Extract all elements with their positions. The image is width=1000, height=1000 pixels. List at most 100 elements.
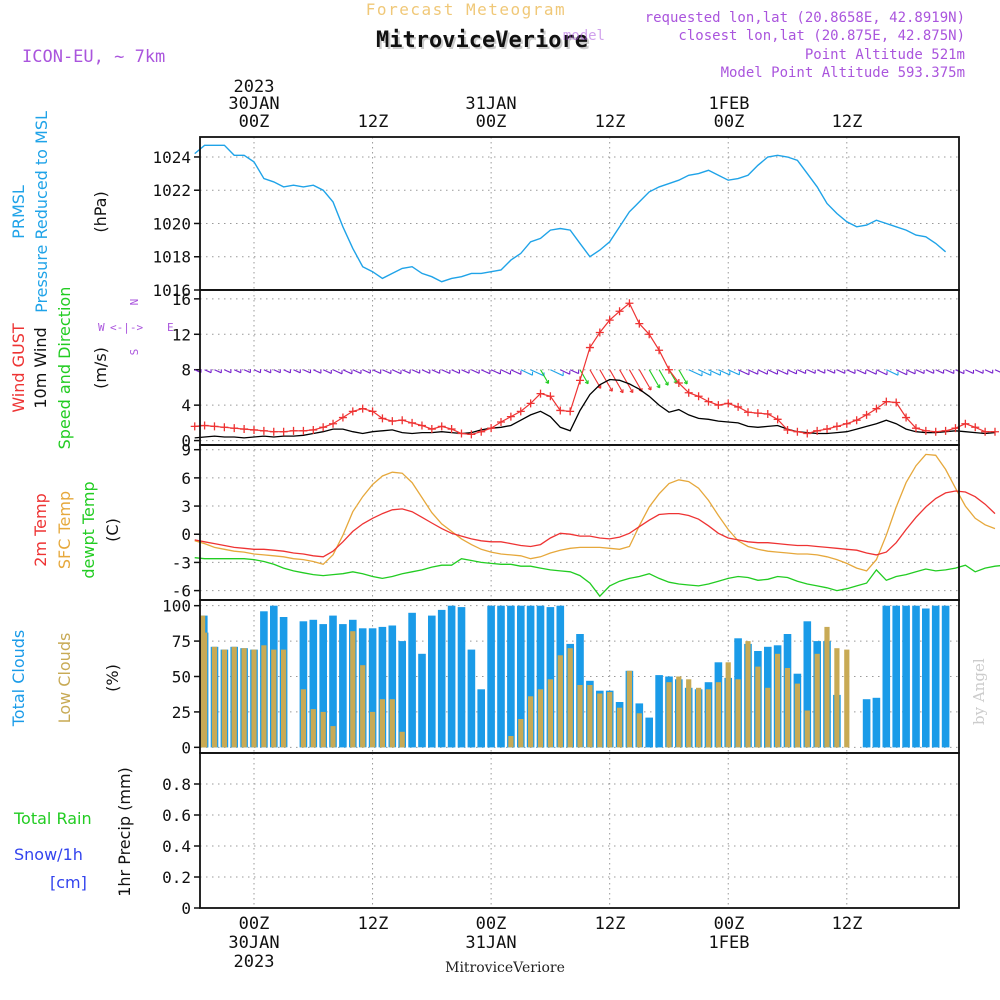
wind-gust-marker-0	[190, 422, 199, 431]
wind-gust-marker-30	[487, 424, 496, 433]
total-clouds-bar-34	[526, 605, 535, 748]
low-clouds-bar-32	[508, 736, 514, 748]
wind-gust-marker-43	[615, 307, 624, 316]
wind-direction-arrow-20	[392, 369, 402, 375]
wind-gust-marker-40	[585, 343, 594, 352]
low-clouds-bar-49	[676, 676, 682, 748]
clouds-unit: (%)	[103, 664, 122, 692]
wind-direction-arrow-66	[846, 369, 856, 374]
wind-gust-marker-35	[536, 389, 545, 398]
forecast-title: Forecast Meteogram	[366, 0, 566, 19]
low-clouds-bar-53	[715, 682, 721, 748]
wind-direction-arrow-4	[233, 369, 242, 374]
clouds-ytick-label-3: 75	[172, 632, 191, 651]
wind-direction-arrow-1	[204, 369, 212, 374]
snow-label: Snow/1h	[14, 845, 83, 864]
low-clouds-bar-8	[271, 649, 277, 748]
low-clouds-bar-14	[330, 726, 336, 748]
precip-grid	[194, 753, 959, 909]
compass-west: W	[98, 321, 105, 334]
total-clouds-bar-76	[941, 605, 950, 748]
low-clouds-bar-61	[794, 683, 800, 748]
wind-gust-marker-57	[753, 409, 762, 418]
location-title: MitroviceVeriore	[376, 28, 588, 53]
credit-watermark: by Angel	[970, 658, 988, 725]
wind-gust-marker-49	[674, 379, 683, 387]
wind-gust-marker-33	[516, 407, 525, 416]
wind-gust-marker-2	[210, 422, 219, 431]
wind-gust-marker-34	[526, 399, 535, 408]
low-clouds-bar-44	[626, 670, 632, 748]
wind-direction-arrow-38	[569, 369, 580, 375]
clouds-ytick-label-4: 100	[162, 597, 191, 616]
wind-frame	[199, 289, 960, 446]
temperature-ytick-label-1: -3	[172, 553, 191, 572]
temperature-panel: 2m Temp SFC Temp dewpt Temp (C) -6 -3 0 3 6 9	[31, 441, 1000, 601]
compass-east: E	[167, 321, 174, 334]
wind-direction-arrow-60	[787, 369, 798, 375]
wind-gust-marker-24	[427, 425, 436, 434]
top-day-label-2: 31JAN	[465, 94, 516, 114]
wind-direction-arrow-44	[628, 369, 643, 392]
temperature-unit: (C)	[103, 518, 122, 542]
wind-gust-marker-71	[892, 398, 901, 407]
wind-gust-marker-31	[497, 417, 505, 426]
wind-direction-arrow-5	[243, 369, 251, 374]
wind-direction-arrow-42	[609, 369, 624, 394]
clouds-ytick-label-0: 0	[181, 738, 191, 757]
wind-gust-marker-37	[556, 406, 565, 415]
wind-direction-arrow-81	[994, 369, 1000, 373]
bottom-hour-label-5: 00Z	[714, 914, 745, 934]
low-clouds-bar-9	[281, 649, 287, 748]
wind-gust-marker-21	[398, 416, 407, 425]
total-clouds-label: Total Clouds	[9, 630, 28, 728]
top-day-label-1: 30JAN	[228, 94, 279, 114]
wind-gust-marker-11	[299, 426, 308, 435]
wind-direction-arrow-62	[807, 369, 816, 374]
wind-direction-arrow-37	[560, 369, 571, 375]
wind-ytick-label-2: 8	[181, 361, 191, 380]
total-clouds-bar-26	[447, 605, 456, 748]
wind-direction-arrow-25	[441, 369, 451, 374]
low-clouds-bar-19	[379, 699, 385, 748]
wind-direction-arrow-76	[945, 369, 955, 374]
total-clouds-bar-68	[862, 699, 871, 748]
wind-direction-arrow-17	[362, 369, 371, 374]
wind-gust-marker-8	[269, 427, 278, 436]
wind-gust-marker-75	[931, 427, 940, 436]
pressure-series-line	[194, 144, 947, 283]
wind-gust-marker-3	[220, 423, 229, 432]
clouds-ytick-label-2: 50	[172, 668, 191, 687]
wind-gust-marker-14	[329, 419, 338, 428]
low-clouds-bar-12	[310, 709, 316, 748]
low-clouds-bar-1	[202, 632, 208, 748]
wind-direction-arrow-24	[431, 369, 441, 374]
bottom-hour-label-4: 12Z	[595, 914, 626, 934]
wind-gust-marker-63	[813, 426, 822, 435]
wind-direction-arrow-50	[688, 369, 703, 377]
temp2m-label: 2m Temp	[31, 493, 50, 567]
low-clouds-bar-4	[231, 646, 237, 748]
total-clouds-bar-71	[892, 605, 900, 748]
low-clouds-bar-41	[597, 693, 603, 748]
wind-gust-marker-70	[882, 397, 891, 406]
wind-direction-arrow-55	[737, 369, 750, 376]
total-clouds-bar-75	[931, 605, 940, 748]
top-year-label: 2023	[234, 77, 275, 97]
footer-location: MitroviceVeriore	[445, 960, 565, 976]
wind-gust-marker-78	[961, 419, 970, 428]
precip-ytick-label-1: 0.2	[162, 868, 191, 887]
low-clouds-bar-43	[617, 707, 623, 748]
wind-direction-arrow-57	[757, 369, 768, 375]
wind-gust-marker-20	[388, 417, 397, 426]
wind-direction-arrow-28	[471, 369, 480, 374]
total-clouds-bar-69	[872, 697, 881, 748]
model-name: ICON-EU, ~ 7km	[22, 47, 165, 67]
wind-direction-arrow-79	[974, 369, 984, 374]
bottom-day-label-1: 30JAN	[228, 933, 279, 953]
top-hour-label-1: 00Z	[239, 112, 270, 132]
wind-direction-arrow-12	[313, 369, 322, 374]
pressure-unit: (hPa)	[91, 191, 110, 232]
total-clouds-bar-13	[319, 624, 327, 748]
temperature-frame	[199, 444, 960, 601]
